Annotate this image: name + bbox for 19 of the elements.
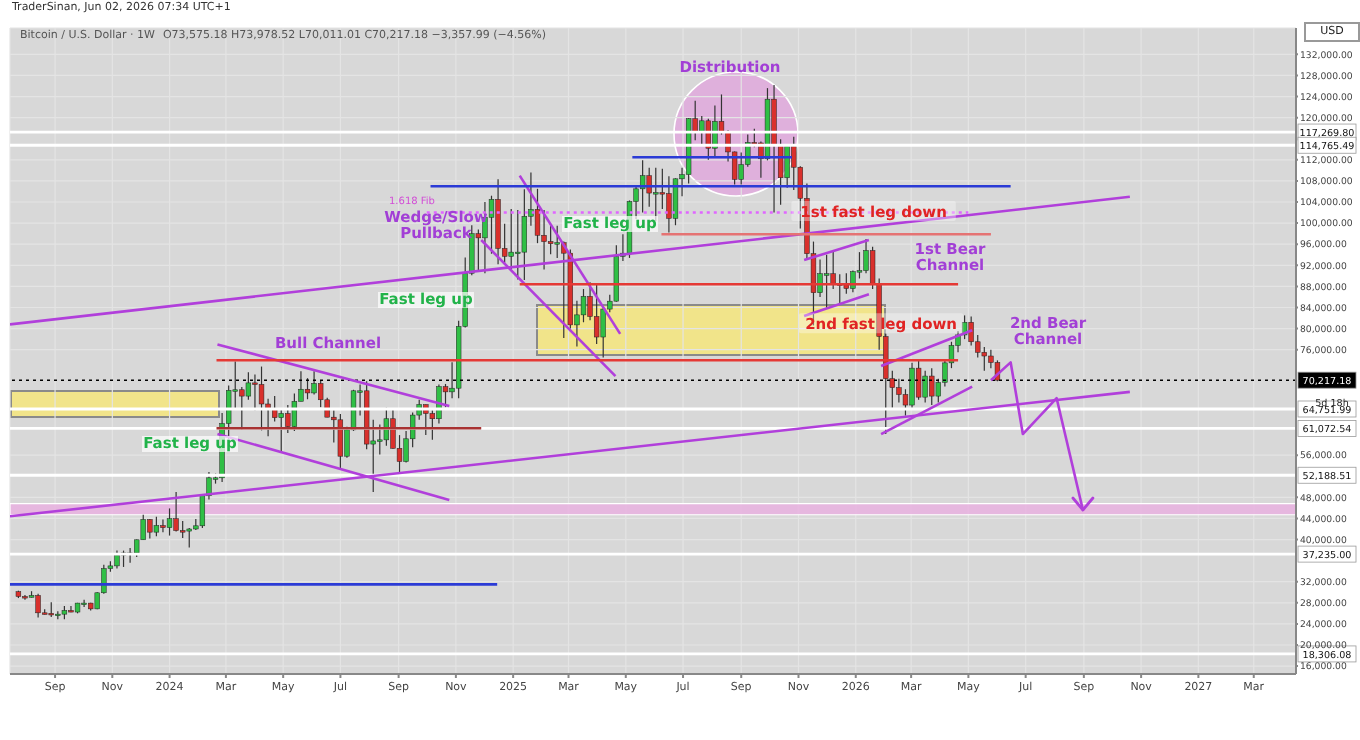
candlestick [823,254,830,310]
candlestick [291,392,298,432]
candlestick [929,367,935,406]
candlestick [311,370,317,396]
candlestick [337,413,344,469]
candlestick [771,84,777,214]
candlestick [278,408,284,454]
candlestick [160,518,166,533]
candlestick [153,516,160,537]
candlestick [304,377,311,400]
candlestick [666,175,672,234]
candlestick [554,225,560,259]
candlestick [258,365,265,431]
candlestick [166,507,173,537]
candlestick [699,115,705,147]
candlestick [173,491,179,533]
candlestick [922,370,928,404]
candlestick [909,362,915,409]
candlestick [35,593,41,619]
